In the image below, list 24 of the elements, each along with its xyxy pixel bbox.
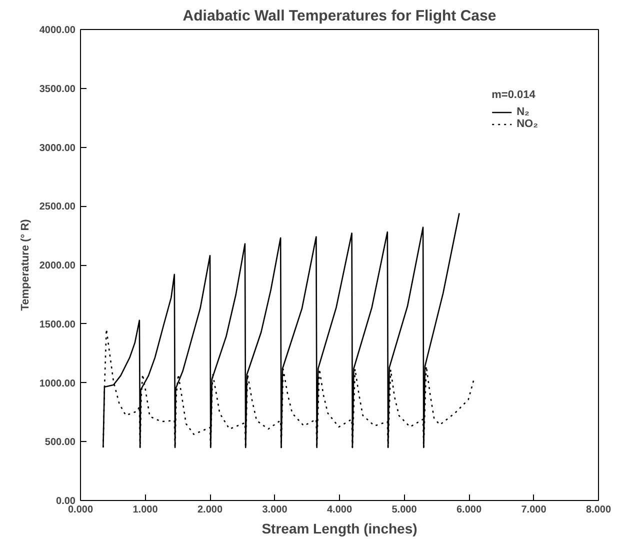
chart-title: Adiabatic Wall Temperatures for Flight Case <box>182 8 496 24</box>
x-tick-label: 1.000 <box>132 504 158 516</box>
y-tick-label: 3500.00 <box>39 84 76 95</box>
legend-label: N₂ <box>516 106 530 118</box>
y-tick-label: 500.00 <box>44 437 76 448</box>
x-tick-label: 7.000 <box>521 504 547 516</box>
x-axis-title: Stream Length (inches) <box>262 520 418 536</box>
legend-title: m=0.014 <box>492 89 536 101</box>
x-tick-label: 5.000 <box>392 504 418 516</box>
y-axis-title: Temperature (° R) <box>19 218 32 311</box>
y-tick-label: 2000.00 <box>39 260 76 272</box>
y-tick-label: 1500.00 <box>39 319 76 330</box>
y-tick-label: 1000.00 <box>39 378 76 390</box>
y-tick-label: 3000.00 <box>39 142 76 154</box>
x-tick-label: 8.000 <box>586 504 612 516</box>
x-tick-label: 6.000 <box>456 504 482 516</box>
x-tick-label: 2.000 <box>197 504 223 516</box>
x-tick-label: 3.000 <box>262 504 288 516</box>
legend-label: NO₂ <box>516 118 538 130</box>
y-tick-label: 2500.00 <box>39 202 76 213</box>
y-tick-label: 0.00 <box>56 496 76 507</box>
x-tick-label: 0.000 <box>68 504 94 516</box>
x-tick-label: 4.000 <box>326 504 352 516</box>
y-tick-label: 4000.00 <box>39 25 76 36</box>
